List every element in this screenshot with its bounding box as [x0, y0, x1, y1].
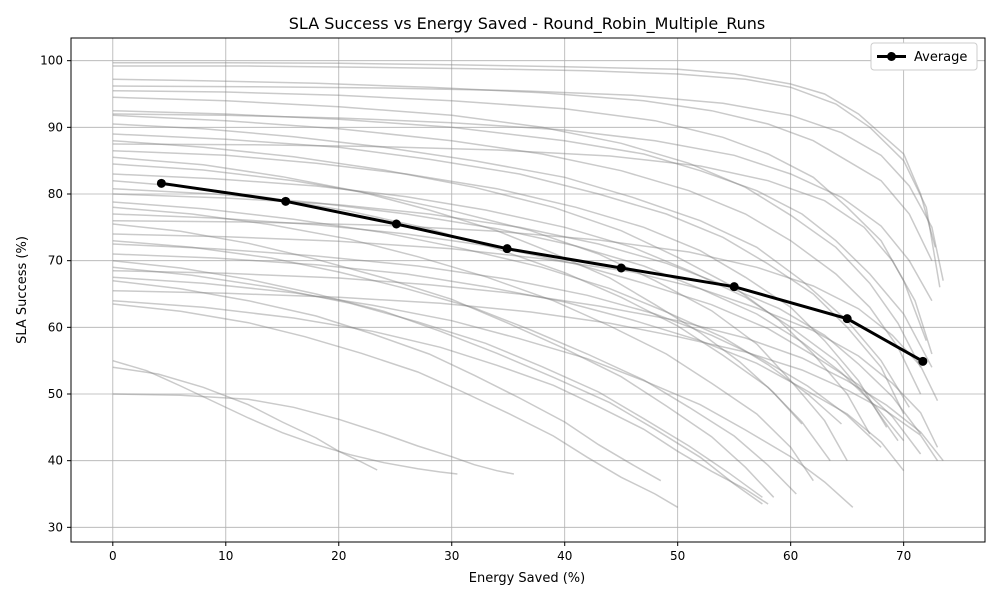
run-line — [112, 78, 933, 262]
run-line — [112, 299, 769, 505]
run-line — [112, 213, 922, 455]
chart-title: SLA Success vs Energy Saved - Round_Robi… — [289, 14, 765, 34]
x-tick-label: 70 — [896, 549, 911, 563]
x-tick-label: 20 — [331, 549, 346, 563]
run-line — [112, 89, 928, 341]
run-line — [112, 114, 922, 395]
run-line — [112, 201, 842, 425]
run-line — [112, 85, 944, 281]
y-axis-ticks: 30 40 50 60 70 80 90 100 — [40, 54, 71, 534]
run-line — [112, 133, 905, 415]
run-line — [112, 279, 662, 482]
y-tick-label: 70 — [48, 254, 63, 268]
run-line — [112, 253, 905, 472]
run-line — [112, 139, 871, 435]
average-point — [918, 356, 928, 366]
run-line — [112, 61, 937, 248]
run-line — [112, 156, 803, 425]
run-lines — [112, 61, 944, 508]
x-tick-label: 30 — [444, 549, 459, 563]
run-line — [112, 359, 458, 475]
grid — [71, 38, 985, 542]
average-point — [391, 219, 401, 229]
legend-swatch-marker — [887, 52, 896, 61]
run-line — [112, 266, 763, 498]
run-line — [112, 187, 905, 442]
run-line — [112, 219, 939, 402]
run-line — [112, 109, 933, 368]
plot-frame — [70, 37, 986, 543]
y-tick-label: 30 — [48, 520, 63, 534]
run-line — [112, 223, 775, 498]
y-tick-label: 50 — [48, 387, 63, 401]
average-point — [616, 263, 626, 273]
run-line — [112, 123, 910, 408]
y-tick-label: 40 — [48, 454, 63, 468]
average-point — [281, 196, 291, 206]
run-line — [112, 393, 515, 475]
x-tick-label: 10 — [218, 549, 233, 563]
x-axis-label: Energy Saved (%) — [469, 571, 585, 586]
average-point — [842, 314, 852, 324]
y-tick-label: 60 — [48, 320, 63, 334]
y-tick-label: 100 — [40, 54, 63, 68]
legend-box — [870, 42, 978, 71]
y-tick-label: 90 — [48, 120, 63, 134]
average-line — [161, 181, 924, 363]
legend: Average — [870, 42, 978, 71]
average-series — [156, 178, 928, 366]
run-line — [112, 149, 888, 428]
x-tick-label: 0 — [109, 549, 117, 563]
legend-entry: Average — [914, 50, 967, 65]
run-line — [112, 233, 939, 448]
run-line — [112, 239, 797, 495]
run-line — [112, 206, 814, 482]
run-line — [112, 143, 933, 355]
average-point — [156, 178, 166, 188]
run-line — [112, 289, 939, 462]
run-line — [112, 65, 941, 288]
run-line — [112, 276, 854, 508]
run-line — [112, 113, 933, 302]
x-tick-label: 60 — [783, 549, 798, 563]
run-line — [112, 303, 679, 508]
x-axis-ticks: 0 10 20 30 40 50 60 70 — [109, 542, 911, 563]
run-line — [112, 259, 763, 505]
x-tick-label: 40 — [557, 549, 572, 563]
run-line — [112, 269, 944, 462]
run-line — [112, 193, 922, 435]
average-point — [729, 282, 739, 292]
run-line — [112, 96, 922, 368]
x-tick-label: 50 — [670, 549, 685, 563]
average-point — [502, 244, 512, 254]
run-line — [112, 173, 899, 442]
y-axis-label: SLA Success (%) — [15, 236, 30, 344]
y-tick-label: 80 — [48, 187, 63, 201]
run-line — [112, 163, 848, 462]
run-line — [112, 366, 378, 471]
run-line — [112, 243, 882, 448]
